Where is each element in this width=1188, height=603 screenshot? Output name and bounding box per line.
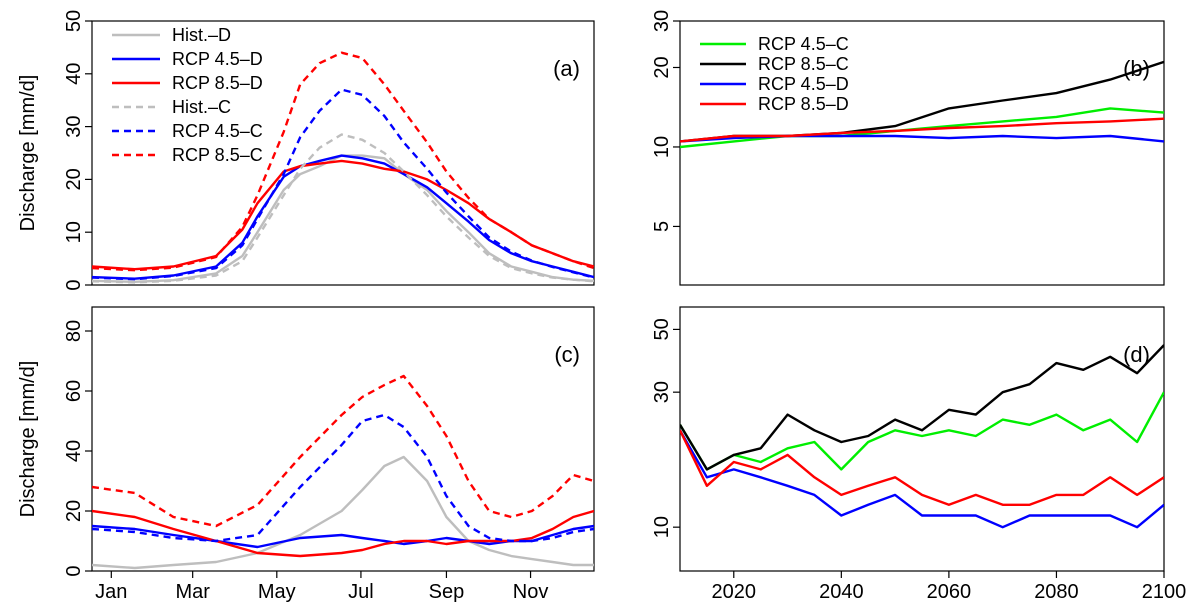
panel-1-legend-label-1: RCP 4.5–D — [172, 49, 263, 69]
panel-1-ytick-label-3: 30 — [63, 115, 85, 137]
panel-3-xtick-label-3: Jul — [348, 581, 374, 603]
panel-3-series-0 — [92, 455, 594, 570]
panel-1-legend-label-5: RCP 8.5–C — [172, 145, 263, 165]
panel-4-label: (d) — [1123, 342, 1150, 367]
panel-1-label: (a) — [553, 56, 580, 81]
panel-2-series-3 — [680, 117, 1164, 143]
panel-3-frame — [91, 306, 595, 572]
panel-1-series-3 — [92, 133, 594, 284]
panel-2-legend-label-3: RCP 8.5–D — [758, 94, 849, 114]
panel-1-series-5 — [92, 51, 594, 272]
panel-1-frame — [91, 20, 595, 286]
panel-3-ytick-label-3: 60 — [63, 380, 85, 402]
panel-4-ytick-label-2: 50 — [651, 318, 673, 340]
panel-1-series-0 — [92, 154, 594, 283]
panel-1-series-1 — [92, 154, 594, 280]
panel-4-series-3 — [680, 429, 1164, 506]
panel-3-ytick-label-0: 0 — [63, 565, 85, 576]
panel-1-ytick-label-0: 0 — [63, 279, 85, 290]
panel-4-series-0 — [680, 391, 1164, 471]
panel-4-xtick-label-2: 2060 — [927, 581, 972, 603]
panel-1-ytick-label-4: 40 — [63, 63, 85, 85]
panel-1-legend: Hist.–D RCP 4.5–D RCP 8.5–D Hist.–C RCP 4.5–… — [112, 25, 263, 165]
panel-2-ytick-label-3: 30 — [651, 10, 673, 32]
panel-3-ytick-label-1: 20 — [63, 500, 85, 522]
panel-2-series-0 — [680, 107, 1164, 149]
panel-1-series-2 — [92, 159, 594, 271]
panel-1: 0 10 20 30 40 50 Discharge [mm/d] (a) Hist.–D RCP… — [17, 10, 595, 291]
panel-2-label: (b) — [1123, 56, 1150, 81]
panel-3-series-3 — [92, 413, 594, 543]
panel-1-legend-label-0: Hist.–D — [172, 25, 231, 45]
panel-3-ylabel: Discharge [mm/d] — [17, 361, 39, 518]
panel-1-legend-label-2: RCP 8.5–D — [172, 73, 263, 93]
panel-1-legend-label-4: RCP 4.5–C — [172, 121, 263, 141]
panel-3-ytick-label-4: 80 — [63, 320, 85, 342]
panel-3-xtick-label-5: Nov — [513, 581, 549, 603]
panel-4-series-2 — [680, 429, 1164, 529]
panel-1-ylabel: Discharge [mm/d] — [17, 75, 39, 232]
panel-3-xtick-label-1: Mar — [175, 581, 210, 603]
panel-3-ytick-label-2: 40 — [63, 440, 85, 462]
panel-2-ytick-label-1: 10 — [651, 136, 673, 158]
panel-1-legend-label-3: Hist.–C — [172, 97, 231, 117]
panel-3-xtick-label-2: May — [258, 581, 296, 603]
panel-2-legend-label-0: RCP 4.5–C — [758, 34, 849, 54]
panel-4-ytick-label-0: 10 — [651, 516, 673, 538]
panel-3-series-4 — [92, 374, 594, 528]
panel-2-legend-label-2: RCP 4.5–D — [758, 74, 849, 94]
panel-2-ytick-label-2: 20 — [651, 56, 673, 78]
panel-3-xtick-label-0: Jan — [95, 581, 127, 603]
panel-3-label: (c) — [554, 342, 580, 367]
panel-2-ytick-label-0: 5 — [651, 221, 673, 232]
panel-4-xtick-label-4: 2100 — [1142, 581, 1187, 603]
panel-2-frame — [679, 20, 1165, 286]
panel-1-ytick-label-2: 20 — [63, 168, 85, 190]
panel-4-xtick-label-0: 2020 — [712, 581, 757, 603]
panel-1-series-4 — [92, 88, 594, 281]
panel-4-series-1 — [680, 344, 1164, 471]
panel-1-ytick-label-5: 50 — [63, 10, 85, 32]
panel-4: 10 30 50 2020 2040 2060 2080 2100 (d) — [651, 306, 1187, 603]
panel-2-legend-label-1: RCP 8.5–C — [758, 54, 849, 74]
panel-4-frame — [679, 306, 1165, 572]
panel-1-ytick-label-1: 10 — [63, 221, 85, 243]
panel-4-xtick-label-1: 2040 — [819, 581, 864, 603]
panel-3-xtick-label-4: Sep — [429, 581, 465, 603]
panel-4-xtick-label-3: 2080 — [1034, 581, 1079, 603]
panel-4-ytick-label-1: 30 — [651, 381, 673, 403]
panel-3: 0 20 40 60 80 Jan Mar May Jul Sep Nov Discharge [mm… — [17, 306, 595, 603]
